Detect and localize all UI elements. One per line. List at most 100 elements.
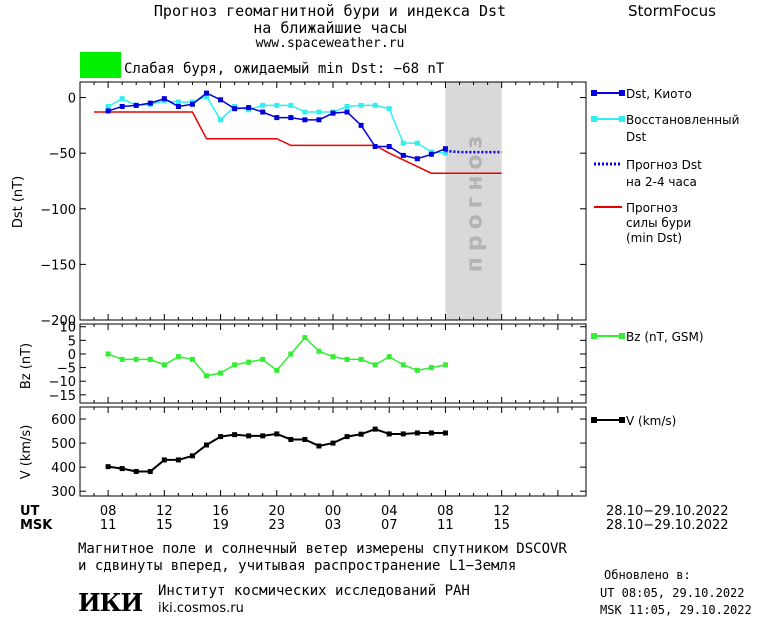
ut-date-range: 28.10−29.10.2022: [606, 504, 729, 519]
dst-kyoto-point: [232, 106, 238, 112]
bz-point: [414, 367, 420, 373]
legend: Dst, Киото Восстановленный Dst Прогноз D…: [591, 87, 739, 428]
recon-dst-point: [302, 109, 308, 115]
dst-kyoto-point: [344, 109, 350, 115]
speed-ytick-label: 300: [51, 485, 76, 500]
bz-ytick-label: 0: [68, 348, 76, 363]
speed-point: [204, 442, 209, 448]
bz-point: [232, 362, 238, 368]
speed-point: [260, 433, 266, 439]
legend-storm-3: (min Dst): [626, 231, 682, 245]
dst-kyoto-point: [302, 117, 308, 123]
speed-point: [105, 464, 111, 470]
legend-recon-dst-1: Восстановленный: [626, 113, 739, 127]
dst-kyoto-point: [204, 90, 209, 96]
recon-dst-point: [358, 102, 364, 108]
dst-kyoto-point: [288, 115, 294, 121]
speed-point: [175, 457, 181, 463]
bz-point: [218, 370, 224, 376]
recon-dst-point: [105, 103, 111, 109]
speed-point: [302, 436, 308, 442]
dst-kyoto-point: [274, 115, 280, 121]
speed-axis-title: V (km/s): [19, 425, 34, 480]
forecast-band: [445, 82, 502, 320]
bz-axis-title: Bz (nT): [19, 343, 34, 389]
speed-ytick-label: 400: [51, 461, 76, 476]
bz-ytick-label: 5: [68, 334, 76, 349]
bz-point: [175, 354, 181, 360]
speed-point: [246, 433, 252, 439]
bz-point: [386, 354, 392, 360]
dst-kyoto-point: [175, 103, 181, 109]
speed-ytick-label: 500: [51, 437, 76, 452]
dst-kyoto-point: [133, 102, 139, 108]
bz-point: [119, 356, 125, 362]
institute-website[interactable]: iki.cosmos.ru: [158, 601, 244, 616]
ut-tick-label: 12: [156, 504, 173, 519]
bz-point: [400, 362, 406, 368]
bz-point: [274, 367, 280, 373]
recon-dst-point: [414, 140, 420, 146]
msk-tick-label: 07: [381, 518, 398, 533]
msk-tick-label: 23: [269, 518, 286, 533]
legend-recon-dst-2: Dst: [626, 130, 646, 144]
footnote-line1: Магнитное поле и солнечный ветер измерен…: [78, 541, 567, 557]
speed-point: [218, 434, 224, 440]
ut-tick-label: 20: [269, 504, 286, 519]
dst-forecast-line: [445, 149, 502, 154]
speed-point: [386, 431, 392, 437]
msk-tick-label: 19: [212, 518, 229, 533]
recon-dst-point: [288, 102, 294, 108]
recon-dst-point: [204, 93, 209, 99]
speed-point: [147, 468, 153, 474]
storm-alert-text: Слабая буря, ожидаемый min Dst: −68 nT: [124, 61, 445, 77]
speed-point: [316, 443, 322, 449]
speed-panel-frame: [79, 406, 587, 497]
dst-kyoto-point: [442, 146, 448, 152]
website-url[interactable]: www.spaceweather.ru: [255, 36, 405, 51]
chart-title-line2: на ближайшие часы: [253, 19, 407, 37]
speed-point: [161, 457, 167, 463]
recon-dst-point: [119, 96, 125, 102]
recon-dst-point: [372, 102, 378, 108]
ut-axis-label: UT: [20, 504, 40, 519]
speed-point: [414, 430, 420, 436]
updated-ut: UT 08:05, 29.10.2022: [600, 586, 745, 600]
bz-ytick-label: −15: [49, 389, 76, 404]
bz-point: [330, 354, 336, 360]
bz-point: [302, 335, 308, 341]
speed-point: [274, 431, 280, 437]
ut-tick-label: 12: [493, 504, 510, 519]
bz-ytick-label: −5: [57, 362, 76, 377]
legend-v: V (km/s): [626, 414, 676, 428]
msk-tick-label: 03: [325, 518, 342, 533]
legend-storm-2: силы бури: [626, 216, 691, 230]
recon-dst-point: [442, 150, 448, 156]
recon-dst-point: [386, 106, 392, 112]
dst-kyoto-point: [414, 156, 420, 162]
legend-dst-kyoto: Dst, Киото: [626, 87, 692, 101]
ut-tick-label: 08: [100, 504, 117, 519]
ut-tick-label: 00: [325, 504, 342, 519]
chart-title-line1: Прогноз геомагнитной бури и индекса Dst: [153, 2, 507, 20]
recon-dst-point: [400, 140, 406, 146]
storm-forecast-line: [94, 111, 502, 174]
bz-ytick-label: 10: [59, 321, 76, 336]
dst-kyoto-point: [147, 100, 153, 106]
dst-kyoto-point: [400, 152, 406, 158]
ut-tick-label: 16: [212, 504, 229, 519]
bz-point: [260, 356, 266, 362]
bz-point: [372, 362, 378, 368]
legend-forecast-1: Прогноз Dst: [626, 158, 702, 172]
msk-tick-label: 15: [156, 518, 173, 533]
axis-ticks: [79, 82, 587, 496]
dst-kyoto-point: [260, 109, 266, 115]
dst-ytick-label: −200: [40, 314, 76, 329]
dst-kyoto-point: [372, 144, 378, 150]
bz-point: [189, 356, 195, 362]
bz-point: [358, 356, 364, 362]
speed-point: [288, 436, 294, 442]
recon-dst-point: [274, 102, 280, 108]
